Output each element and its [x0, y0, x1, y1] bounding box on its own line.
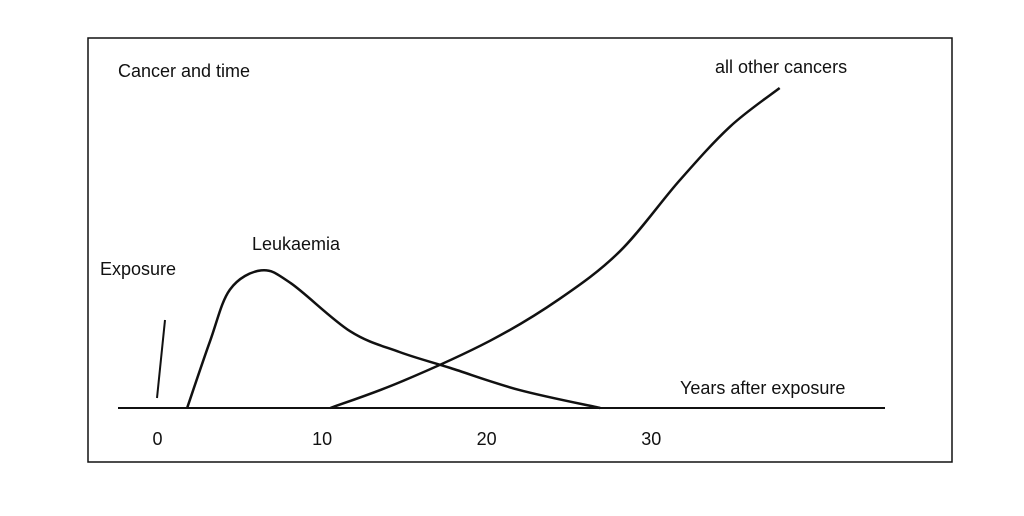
frame	[87, 37, 953, 463]
series-label: all other cancers	[715, 57, 847, 77]
line	[185, 268, 601, 410]
exposure-marker	[156, 319, 166, 399]
chart-title: Cancer and time	[118, 61, 250, 81]
line	[329, 87, 781, 410]
x-tick-label: 30	[641, 429, 661, 449]
x-tick-label: 0	[152, 429, 162, 449]
annotation: Exposure	[100, 259, 176, 279]
x-tick-label: 10	[312, 429, 332, 449]
x-axis-label: Years after exposure	[680, 378, 845, 398]
series-label: Leukaemia	[252, 234, 341, 254]
x-tick-label: 20	[477, 429, 497, 449]
